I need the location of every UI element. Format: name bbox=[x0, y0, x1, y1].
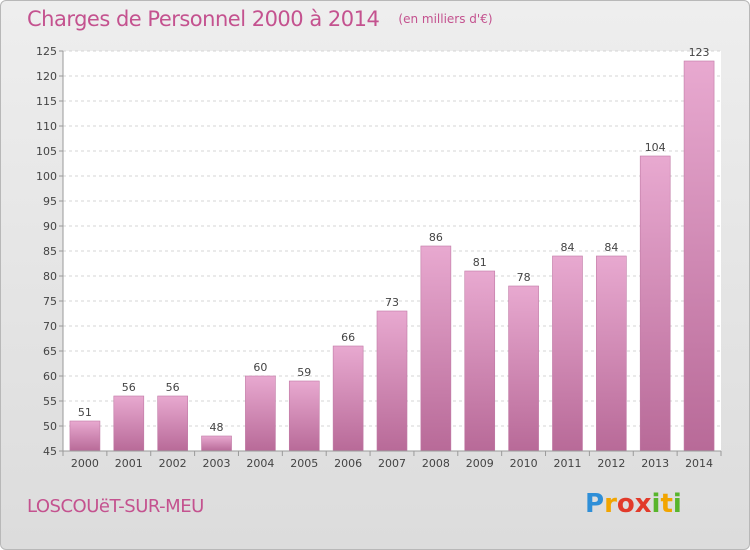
x-tick-label-2011: 2011 bbox=[553, 457, 581, 470]
bar-2007 bbox=[376, 310, 408, 452]
value-label-2012: 84 bbox=[604, 241, 618, 254]
y-tick-label: 110 bbox=[36, 120, 57, 133]
bar-2014 bbox=[683, 60, 715, 452]
x-tick-label-2006: 2006 bbox=[334, 457, 362, 470]
value-label-2006: 66 bbox=[341, 331, 355, 344]
bar-2012 bbox=[596, 255, 627, 452]
value-label-2007: 73 bbox=[385, 296, 399, 309]
x-tick-label-2003: 2003 bbox=[203, 457, 231, 470]
value-label-2004: 60 bbox=[253, 361, 267, 374]
y-tick-label: 70 bbox=[43, 320, 57, 333]
y-tick-label: 75 bbox=[43, 295, 57, 308]
value-label-2011: 84 bbox=[560, 241, 574, 254]
logo-letter: o bbox=[616, 489, 635, 519]
y-tick-label: 60 bbox=[43, 370, 57, 383]
y-tick-label: 50 bbox=[43, 420, 57, 433]
bar-2004 bbox=[245, 375, 276, 452]
y-tick-label: 55 bbox=[43, 395, 57, 408]
x-tick-label-2002: 2002 bbox=[159, 457, 187, 470]
x-tick-label-2000: 2000 bbox=[71, 457, 99, 470]
bar-2013 bbox=[639, 155, 671, 452]
y-tick-label: 120 bbox=[36, 70, 57, 83]
bar-2001 bbox=[113, 395, 145, 452]
chart-subtitle: (en milliers d'€) bbox=[398, 12, 493, 26]
x-tick-label-2001: 2001 bbox=[115, 457, 143, 470]
value-label-2002: 56 bbox=[166, 381, 180, 394]
x-tick-label-2013: 2013 bbox=[641, 457, 669, 470]
value-label-2009: 81 bbox=[473, 256, 487, 269]
labels: 45 50 55 60 65 70 75 80 85 90 95 100 105 110 115 120 125… bbox=[36, 45, 722, 470]
bar-2005 bbox=[288, 380, 320, 452]
y-tick-label: 65 bbox=[43, 345, 57, 358]
value-label-2005: 59 bbox=[297, 366, 311, 379]
x-tick-label-2005: 2005 bbox=[290, 457, 318, 470]
x-tick-label-2007: 2007 bbox=[378, 457, 406, 470]
logo-letter: i bbox=[651, 489, 661, 519]
bar-2008 bbox=[420, 245, 452, 452]
chart-title: Charges de Personnel 2000 à 2014 bbox=[27, 7, 380, 31]
value-label-2000: 51 bbox=[78, 406, 92, 419]
bar-2003 bbox=[201, 435, 232, 452]
y-tick-label: 125 bbox=[36, 45, 57, 58]
bar-2006 bbox=[332, 345, 364, 452]
title-row: Charges de Personnel 2000 à 2014 (en mil… bbox=[27, 7, 493, 31]
value-label-2014: 123 bbox=[689, 46, 710, 59]
y-tick-label: 95 bbox=[43, 195, 57, 208]
value-label-2010: 78 bbox=[517, 271, 531, 284]
y-tick-label: 85 bbox=[43, 245, 57, 258]
y-tick-label: 105 bbox=[36, 145, 57, 158]
bar-2002 bbox=[157, 395, 188, 452]
logo-letter: P bbox=[585, 489, 605, 519]
city-name: LOSCOUëT-SUR-MEU bbox=[27, 496, 204, 517]
proxiti-logo: Proxiti bbox=[585, 489, 682, 519]
y-tick-label: 45 bbox=[43, 445, 57, 458]
bar-2011 bbox=[552, 255, 583, 452]
logo-letter: x bbox=[634, 489, 652, 519]
logo-letter: i bbox=[672, 489, 682, 519]
bar-2000 bbox=[69, 420, 101, 452]
y-tick-label: 100 bbox=[36, 170, 57, 183]
x-tick-label-2008: 2008 bbox=[422, 457, 450, 470]
value-label-2013: 104 bbox=[645, 141, 666, 154]
bar-2009 bbox=[464, 270, 496, 452]
y-tick-label: 90 bbox=[43, 220, 57, 233]
y-tick-label: 115 bbox=[36, 95, 57, 108]
value-label-2003: 48 bbox=[210, 421, 224, 434]
value-label-2001: 56 bbox=[122, 381, 136, 394]
y-tick-label: 80 bbox=[43, 270, 57, 283]
x-tick-label-2012: 2012 bbox=[597, 457, 625, 470]
value-label-2008: 86 bbox=[429, 231, 443, 244]
bar-2010 bbox=[508, 285, 539, 452]
logo-letter: r bbox=[604, 489, 617, 519]
x-tick-label-2014: 2014 bbox=[685, 457, 713, 470]
x-tick-label-2009: 2009 bbox=[466, 457, 494, 470]
x-tick-label-2004: 2004 bbox=[246, 457, 274, 470]
logo-letter: t bbox=[660, 489, 673, 519]
bars bbox=[69, 60, 715, 452]
x-tick-label-2010: 2010 bbox=[510, 457, 538, 470]
